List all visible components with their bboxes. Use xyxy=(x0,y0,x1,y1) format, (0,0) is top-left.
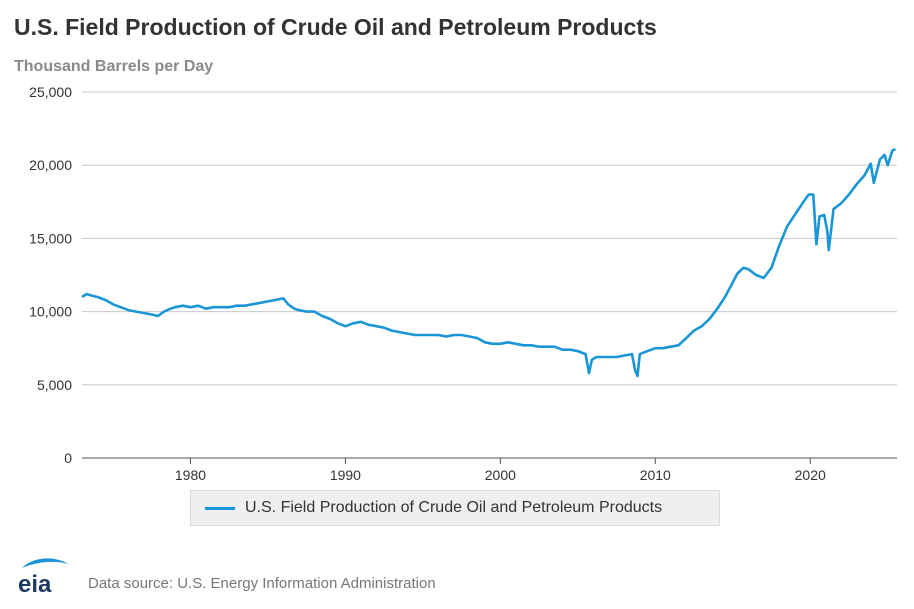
x-axis-ticks: 1980 1990 2000 2010 2020 xyxy=(175,458,826,480)
legend-label: U.S. Field Production of Crude Oil and P… xyxy=(245,499,663,516)
y-tick-label: 15,000 xyxy=(29,230,72,246)
x-tick-label: 2010 xyxy=(640,467,671,480)
y-axis-ticks: 0 5,000 10,000 15,000 20,000 25,000 xyxy=(29,84,72,466)
legend[interactable]: U.S. Field Production of Crude Oil and P… xyxy=(190,490,720,526)
legend-swatch xyxy=(205,506,235,510)
chart-subtitle: Thousand Barrels per Day xyxy=(14,58,214,75)
x-tick-label: 2020 xyxy=(795,467,826,480)
x-tick-label: 2000 xyxy=(485,467,516,480)
y-tick-label: 10,000 xyxy=(29,304,72,320)
series-line xyxy=(81,147,897,378)
y-tick-label: 25,000 xyxy=(29,84,72,100)
logo-text: eia xyxy=(18,571,52,596)
y-tick-label: 5,000 xyxy=(37,377,72,393)
y-tick-label: 20,000 xyxy=(29,157,72,173)
line-chart: 0 5,000 10,000 15,000 20,000 25,000 1980 1990 2… xyxy=(29,84,897,480)
x-tick-label: 1980 xyxy=(175,467,206,480)
gridlines xyxy=(82,91,897,459)
chart-title: U.S. Field Production of Crude Oil and P… xyxy=(14,14,657,40)
x-tick-label: 1990 xyxy=(330,467,361,480)
eia-logo: eia xyxy=(18,558,68,596)
series-layer xyxy=(81,147,897,378)
data-source: Data source: U.S. Energy Information Adm… xyxy=(88,575,436,592)
y-tick-label: 0 xyxy=(64,450,72,466)
